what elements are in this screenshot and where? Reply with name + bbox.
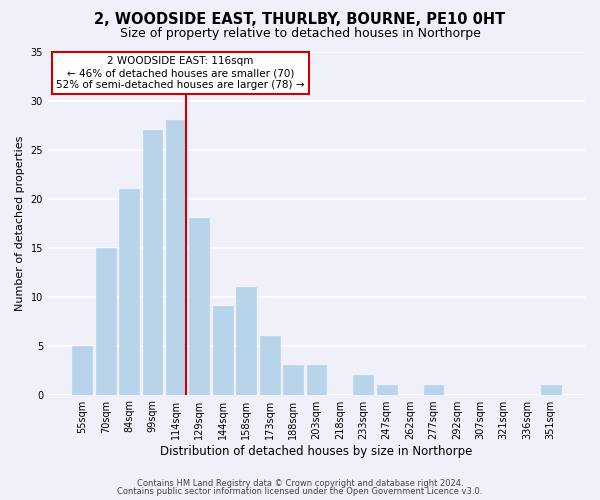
Bar <box>353 375 373 394</box>
Bar <box>307 365 326 394</box>
Bar <box>119 188 139 394</box>
Bar <box>166 120 186 394</box>
Bar <box>260 336 280 394</box>
Bar <box>213 306 233 394</box>
Text: 2, WOODSIDE EAST, THURLBY, BOURNE, PE10 0HT: 2, WOODSIDE EAST, THURLBY, BOURNE, PE10 … <box>94 12 506 28</box>
Text: Size of property relative to detached houses in Northorpe: Size of property relative to detached ho… <box>119 28 481 40</box>
Bar <box>143 130 163 394</box>
Bar <box>283 365 303 394</box>
Bar <box>377 385 397 394</box>
Bar <box>424 385 443 394</box>
Y-axis label: Number of detached properties: Number of detached properties <box>15 136 25 310</box>
Bar <box>73 346 92 395</box>
Bar <box>541 385 560 394</box>
X-axis label: Distribution of detached houses by size in Northorpe: Distribution of detached houses by size … <box>160 444 473 458</box>
Text: Contains public sector information licensed under the Open Government Licence v3: Contains public sector information licen… <box>118 487 482 496</box>
Text: Contains HM Land Registry data © Crown copyright and database right 2024.: Contains HM Land Registry data © Crown c… <box>137 478 463 488</box>
Bar <box>190 218 209 394</box>
Bar <box>236 287 256 395</box>
Bar <box>96 248 116 394</box>
Text: 2 WOODSIDE EAST: 116sqm
← 46% of detached houses are smaller (70)
52% of semi-de: 2 WOODSIDE EAST: 116sqm ← 46% of detache… <box>56 56 305 90</box>
